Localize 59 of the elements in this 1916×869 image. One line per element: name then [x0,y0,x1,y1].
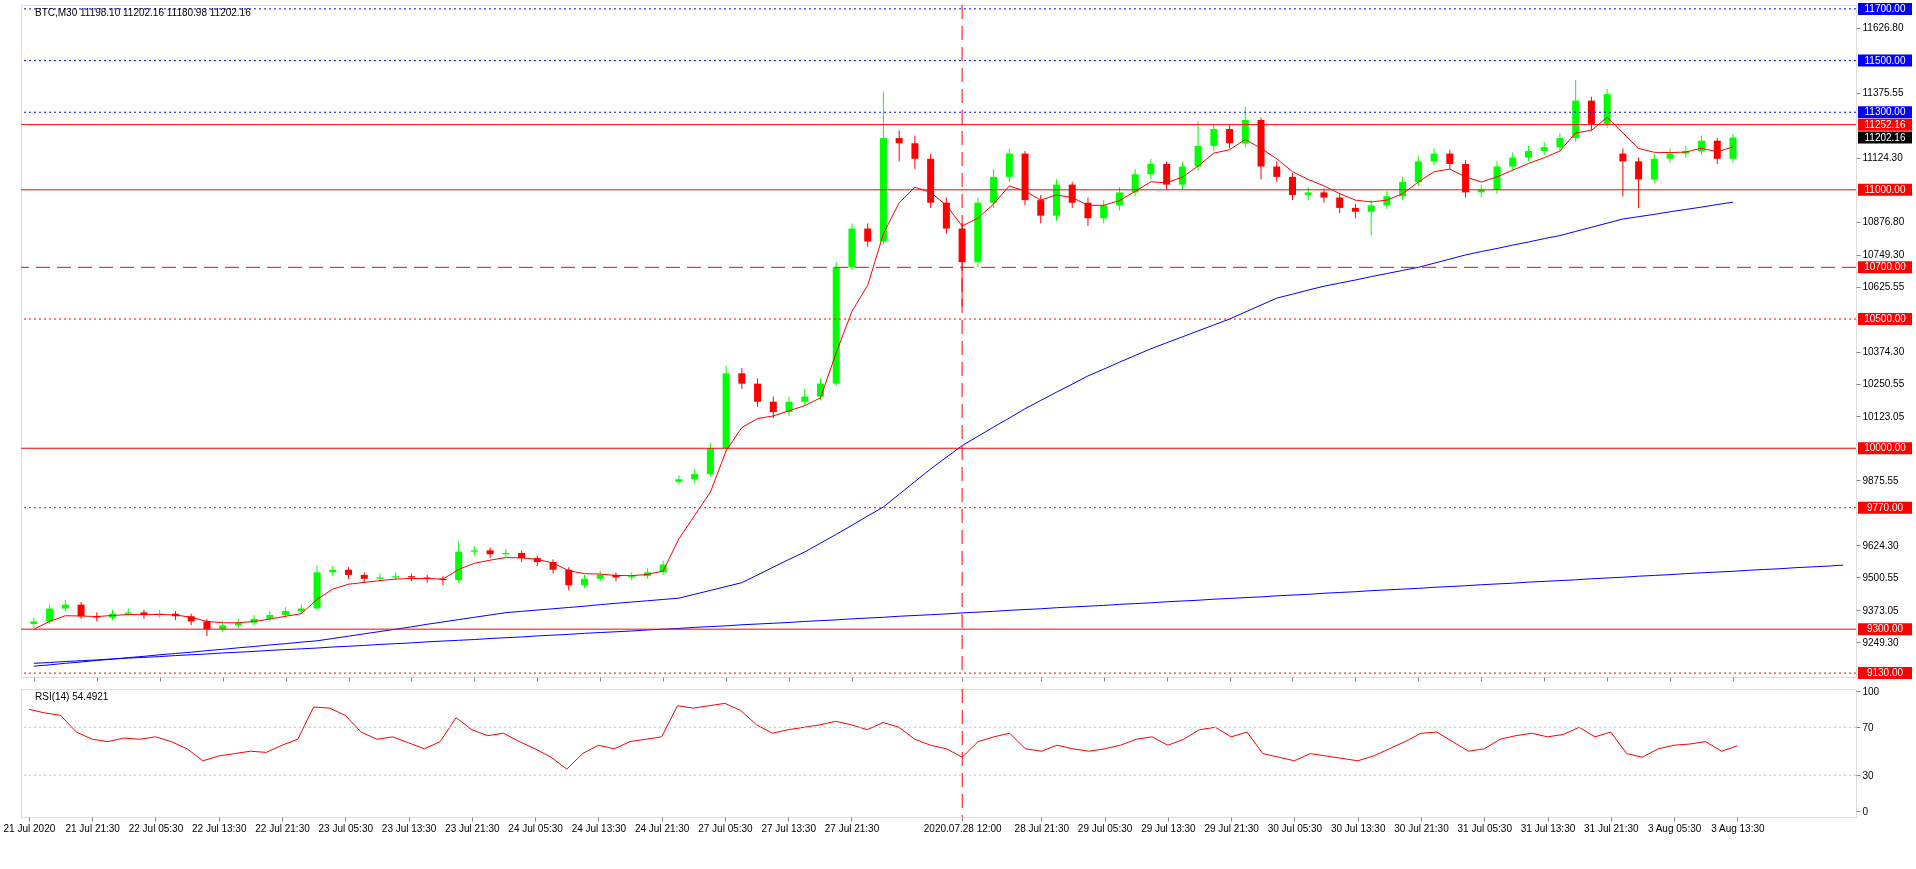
text: 11202.16 [1864,131,1906,143]
y-tick-label: 10625.55 [1862,281,1905,293]
x-tick-label: 30 Jul 05:30 [1267,822,1323,834]
y-tick-label: 9624.30 [1862,539,1900,551]
x-tick-label: 28 Jul 21:30 [1014,822,1070,834]
ref-line-label: 10500.00 [1864,313,1907,325]
y-tick-label: 11375.55 [1862,87,1904,99]
y-tick-label: 9500.55 [1862,571,1900,583]
x-tick-label: 24 Jul 21:30 [634,822,690,834]
x-tick-label: 24 Jul 05:30 [508,822,564,834]
x-tick-label: 29 Jul 21:30 [1204,822,1260,834]
x-tick-label: 23 Jul 21:30 [445,822,501,834]
y-tick-label: 30 [1862,769,1875,781]
y-tick-label: 10123.05 [1862,410,1905,422]
y-tick-label: 70 [1862,721,1875,733]
ref-line-label: 10000.00 [1864,442,1907,454]
y-tick-label: 100 [1862,685,1880,697]
x-tick-label: 22 Jul 13:30 [191,822,247,834]
y-tick-label: 10250.55 [1862,378,1905,389]
ref-line-label: 10700.00 [1864,261,1907,273]
x-tick-label: 31 Jul 05:30 [1457,822,1513,834]
x-tick-label: 30 Jul 21:30 [1394,822,1450,834]
x-tick-label: 27 Jul 05:30 [698,822,754,834]
ref-line-label: 11700.00 [1864,2,1906,14]
x-tick-label: 31 Jul 13:30 [1520,822,1576,834]
x-tick-label: 24 Jul 13:30 [571,822,627,834]
x-tick-label: 29 Jul 05:30 [1077,822,1133,834]
x-tick-label: 21 Jul 21:30 [65,822,121,834]
x-tick-label: 30 Jul 13:30 [1330,822,1386,834]
x-tick-label: 2020.07.28 12:00 [923,822,1003,834]
x-tick-label: 27 Jul 21:30 [824,822,880,834]
x-tick-label: 3 Aug 05:30 [1647,822,1702,834]
y-tick-label: 10876.80 [1862,216,1905,228]
y-tick-label: 9875.55 [1862,474,1900,486]
x-tick-label: 22 Jul 21:30 [255,822,311,834]
chart-title: BTC,M30 11198.10 11202.16 11180.98 11202.16 [35,7,252,18]
x-tick-label: 23 Jul 13:30 [381,822,437,834]
ref-line-label: 11252.16 [1864,118,1906,130]
chart-title: RSI(14) 54.4921 [35,691,109,702]
x-tick-label: 23 Jul 05:30 [318,822,374,834]
x-tick-label: 27 Jul 13:30 [761,822,817,834]
x-tick-label: 3 Aug 13:30 [1711,822,1765,834]
y-tick-label: 9249.30 [1862,636,1900,648]
y-tick-label: 11626.80 [1862,22,1904,34]
ref-line-label: 9770.00 [1866,501,1904,513]
y-tick-label: 0 [1862,805,1869,817]
x-tick-label: 21 Jul 2020 [3,822,56,834]
ref-line-label: 9130.00 [1866,667,1904,679]
x-tick-label: 29 Jul 13:30 [1141,822,1197,834]
ref-line-label: 9300.00 [1866,623,1904,635]
x-tick-label: 31 Jul 21:30 [1584,822,1639,834]
y-tick-label: 9373.05 [1862,604,1900,616]
y-tick-label: 11124.30 [1862,152,1904,164]
y-tick-label: 10374.30 [1862,346,1905,358]
x-tick-label: 22 Jul 05:30 [128,822,184,834]
ref-line-label: 11300.00 [1864,106,1906,118]
ref-line-label: 11500.00 [1864,54,1906,66]
ref-line-label: 11000.00 [1864,183,1906,195]
y-tick-label: 10749.30 [1862,249,1905,261]
